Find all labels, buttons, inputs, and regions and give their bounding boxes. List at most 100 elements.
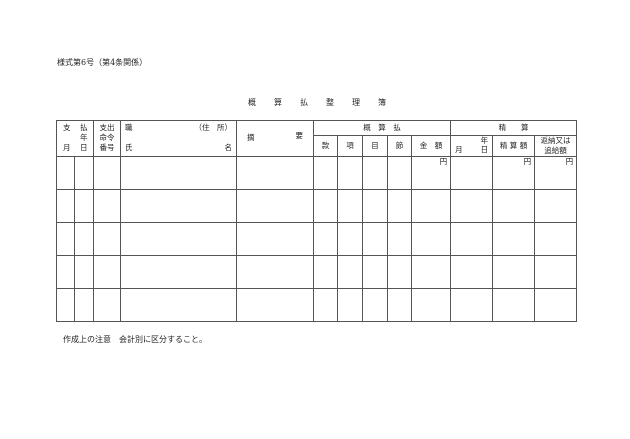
table-cell[interactable] [313, 222, 338, 256]
table-cell[interactable] [313, 288, 338, 322]
table-cell[interactable] [450, 189, 494, 223]
table-cell[interactable] [337, 255, 363, 289]
table-cell[interactable] [337, 288, 363, 322]
header-text: 氏 [125, 143, 133, 152]
form-number: 様式第6号（第4条関係） [57, 58, 148, 67]
header-text: 摘 [247, 133, 255, 142]
table-cell[interactable] [93, 189, 121, 223]
table-cell[interactable] [534, 288, 578, 322]
header-text: 日 [80, 143, 88, 152]
table-cell[interactable] [236, 255, 314, 289]
table-cell[interactable] [492, 288, 536, 322]
table-cell[interactable] [387, 222, 412, 256]
table-cell[interactable] [450, 222, 494, 256]
table-cell[interactable] [93, 255, 121, 289]
header-text: 返納又は [540, 136, 571, 145]
header-settlement-amount: 精 算 額 [492, 135, 536, 157]
header-text: 日 [480, 145, 489, 154]
table-cell[interactable] [120, 156, 237, 190]
table-row: 円円円 [56, 156, 578, 190]
header-kan: 款 [313, 135, 338, 157]
table-cell[interactable] [236, 156, 314, 190]
table-cell[interactable]: 円 [410, 156, 452, 190]
table-cell[interactable] [534, 255, 578, 289]
table-cell[interactable] [450, 288, 494, 322]
table-cell[interactable] [56, 156, 75, 190]
table-cell[interactable] [120, 288, 237, 322]
header-refund: 返納又は 追給額 [534, 135, 578, 157]
page-title: 概算払整理簿 [248, 98, 404, 107]
header-text: 支出 [99, 123, 115, 132]
table-cell[interactable] [313, 156, 338, 190]
table-cell[interactable] [236, 189, 314, 223]
header-text: 要 [295, 131, 304, 140]
table-cell[interactable] [410, 222, 452, 256]
table-cell[interactable] [492, 255, 536, 289]
table-cell[interactable] [56, 222, 75, 256]
table-cell[interactable] [534, 222, 578, 256]
header-text: 番号 [99, 143, 115, 152]
header-moku: 目 [362, 135, 388, 157]
header-order-number: 支出 命令 番号 [93, 120, 121, 157]
ledger-table: 支 払 年 月 日 支出 命令 番号 職 （住 所） 氏 名 摘 要 概 算 払… [56, 120, 578, 322]
preparation-note: 作成上の注意 会計別に区分すること。 [63, 335, 207, 344]
table-cell[interactable] [56, 189, 75, 223]
table-cell[interactable] [410, 189, 452, 223]
table-cell[interactable] [74, 222, 94, 256]
table-cell[interactable] [362, 288, 388, 322]
table-cell[interactable] [74, 156, 94, 190]
header-text: 名 [224, 143, 233, 152]
header-payment-date: 支 払 年 月 日 [56, 120, 94, 157]
header-name-address: 職 （住 所） 氏 名 [120, 120, 237, 157]
table-cell[interactable]: 円 [492, 156, 536, 190]
header-text: 職 [125, 123, 133, 132]
table-cell[interactable] [74, 189, 94, 223]
table-cell[interactable] [362, 156, 388, 190]
table-cell[interactable] [362, 189, 388, 223]
table-cell[interactable] [492, 189, 536, 223]
table-cell[interactable] [534, 189, 578, 223]
table-cell[interactable] [93, 288, 121, 322]
table-cell[interactable] [337, 222, 363, 256]
table-cell[interactable] [313, 255, 338, 289]
table-cell[interactable] [74, 288, 94, 322]
header-advance-payment: 概 算 払 [312, 120, 452, 136]
table-cell[interactable] [236, 222, 314, 256]
header-text: 年 [480, 136, 489, 145]
table-cell[interactable] [492, 222, 536, 256]
header-text: 命令 [99, 133, 115, 142]
table-row [56, 189, 578, 223]
table-cell[interactable] [236, 288, 314, 322]
table-cell[interactable] [450, 156, 494, 190]
table-cell[interactable] [337, 189, 363, 223]
table-cell[interactable] [120, 255, 237, 289]
header-text: 月 [455, 145, 463, 154]
table-cell[interactable] [410, 288, 452, 322]
table-cell[interactable] [410, 255, 452, 289]
header-settlement: 精 算 [450, 120, 578, 136]
table-cell[interactable] [387, 156, 412, 190]
table-cell[interactable] [387, 189, 412, 223]
header-text: 月 [63, 143, 71, 152]
table-cell[interactable] [120, 189, 237, 223]
header-settlement-date: 年 月 日 [450, 135, 494, 157]
table-cell[interactable] [120, 222, 237, 256]
table-cell[interactable]: 円 [534, 156, 578, 190]
table-cell[interactable] [387, 288, 412, 322]
table-cell[interactable] [387, 255, 412, 289]
header-kou: 項 [337, 135, 363, 157]
table-cell[interactable] [56, 255, 75, 289]
table-cell[interactable] [313, 189, 338, 223]
table-cell[interactable] [56, 288, 75, 322]
table-cell[interactable] [93, 222, 121, 256]
table-cell[interactable] [93, 156, 121, 190]
header-text: 年 [80, 133, 88, 142]
header-text: 払 [80, 123, 88, 132]
table-cell[interactable] [74, 255, 94, 289]
table-cell[interactable] [362, 222, 388, 256]
header-text: 追給額 [544, 146, 567, 155]
table-cell[interactable] [337, 156, 363, 190]
table-cell[interactable] [450, 255, 494, 289]
header-amount: 金 額 [410, 135, 452, 157]
table-cell[interactable] [362, 255, 388, 289]
